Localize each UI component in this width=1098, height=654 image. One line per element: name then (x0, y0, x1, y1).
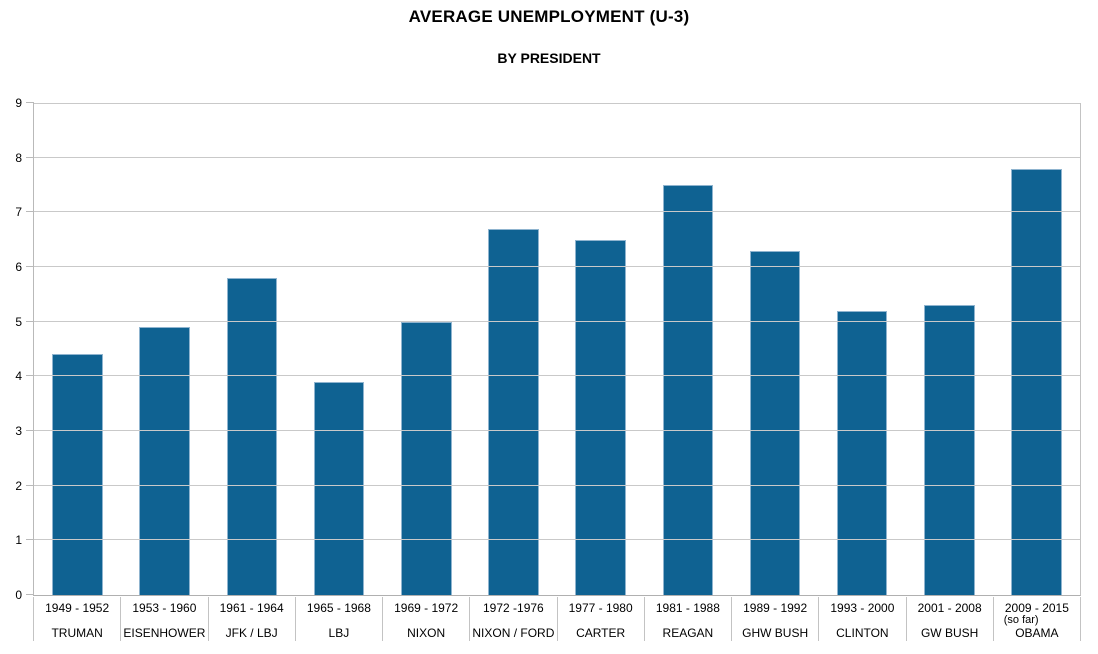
years-label: 1972 -1976 (483, 601, 544, 615)
chart-subtitle: BY PRESIDENT (497, 50, 601, 66)
y-axis-label: 8 (15, 150, 22, 165)
bar-obama (1011, 168, 1062, 595)
x-label-cell: 1961 - 1964 JFK / LBJ (207, 597, 295, 641)
years-label: 1981 - 1988 (655, 601, 720, 615)
chart-title: AVERAGE UNEMPLOYMENT (U-3) (408, 7, 690, 26)
bar-carter (575, 239, 626, 595)
x-label-cell: 1969 - 1972 NIXON (382, 597, 469, 641)
bars-container (34, 103, 1080, 595)
y-axis-label: 2 (15, 478, 22, 493)
bar-eisenhower (139, 327, 191, 595)
bar-cell (906, 103, 993, 595)
bar-cell (644, 103, 731, 595)
president-label: GHW BUSH (742, 626, 809, 640)
president-label: TRUMAN (51, 626, 103, 640)
x-label-cell: 1953 - 1960 EISENHOWER (120, 597, 207, 641)
x-label-cell: 1993 - 2000 CLINTON (818, 597, 905, 641)
president-label: CLINTON (836, 626, 889, 640)
years-label: 1949 - 1952 (45, 601, 110, 615)
so-far-note: (so far) (1003, 614, 1039, 626)
gridline (34, 320, 1080, 322)
bar-cell (731, 103, 818, 595)
president-label: NIXON (407, 626, 446, 640)
bar-cell (208, 103, 295, 595)
bar-clinton (836, 310, 888, 595)
x-label-cell: 1981 - 1988 REAGAN (643, 597, 731, 641)
president-label: OBAMA (1015, 626, 1059, 640)
y-axis-label: 7 (15, 205, 22, 220)
bar-cell (470, 103, 557, 595)
bar-ghw-bush (749, 250, 801, 595)
x-label-cell: 1949 - 1952 TRUMAN (33, 597, 120, 641)
gridline (34, 211, 1080, 213)
gridline (34, 156, 1080, 158)
bar-cell (296, 103, 383, 595)
years-label: 1993 - 2000 (830, 601, 895, 615)
years-label: 1953 - 1960 (132, 601, 197, 615)
years-label: 1969 - 1972 (394, 601, 459, 615)
gridline (34, 539, 1080, 541)
president-label: NIXON / FORD (472, 626, 555, 640)
gridline (34, 429, 1080, 431)
bar-gw-bush (924, 305, 975, 595)
gridline (34, 265, 1080, 267)
years-label: 1977 - 1980 (568, 601, 633, 615)
president-label: JFK / LBJ (225, 626, 278, 640)
x-label-cell: 1989 - 1992 GHW BUSH (731, 597, 818, 641)
bar-nixon (401, 321, 452, 595)
bar-cell (993, 103, 1080, 595)
president-label: GW BUSH (920, 626, 979, 640)
president-label: EISENHOWER (123, 626, 206, 640)
president-label: REAGAN (662, 626, 714, 640)
bar-cell (121, 103, 208, 595)
years-label: 2001 - 2008 (917, 601, 982, 615)
y-axis-label: 0 (15, 588, 22, 602)
years-label: 1965 - 1968 (306, 601, 371, 615)
bar-nixon-ford (488, 228, 539, 595)
x-label-cell: 1977 - 1980 CARTER (556, 597, 644, 641)
gridline (34, 484, 1080, 486)
x-label-cell: 2001 - 2008 GW BUSH (905, 597, 993, 641)
y-axis-tick (26, 156, 34, 158)
y-axis-tick (26, 594, 34, 595)
x-label-cell: 1965 - 1968 LBJ (294, 597, 382, 641)
bar-cell (34, 103, 121, 595)
years-label: 2009 - 2015 (1004, 601, 1069, 615)
bar-cell (383, 103, 470, 595)
y-axis-tick (26, 539, 34, 541)
y-axis-tick (26, 102, 34, 103)
y-axis-tick (26, 484, 34, 486)
bar-truman (52, 354, 103, 595)
x-label-cell: 2009 - 2015 (so far) OBAMA (992, 597, 1081, 641)
y-axis-tick (26, 211, 34, 213)
plot-area: 0 1 2 3 4 5 6 7 8 9 (15, 96, 1081, 602)
x-axis-label-band: 1949 - 1952 TRUMAN 1953 - 1960 EISENHOWER 19… (33, 597, 1081, 641)
bar-jfk-lbj (226, 277, 278, 595)
y-axis-tick (26, 375, 34, 377)
gridline (34, 375, 1080, 377)
bar-lbj (313, 381, 365, 595)
president-label: CARTER (576, 626, 626, 640)
y-axis-label: 6 (15, 259, 22, 274)
y-axis-tick (26, 429, 34, 431)
years-label: 1989 - 1992 (743, 601, 808, 615)
bar-cell (819, 103, 906, 595)
y-axis-tick (26, 265, 34, 267)
president-label: LBJ (328, 626, 350, 640)
y-axis-label: 5 (15, 314, 22, 329)
years-label: 1961 - 1964 (219, 601, 284, 615)
bar-cell (557, 103, 644, 595)
x-label-cell: 1972 -1976 NIXON / FORD (469, 597, 556, 641)
bar-reagan (662, 185, 714, 595)
y-axis-label: 1 (15, 533, 22, 548)
y-axis-tick (26, 320, 34, 322)
y-axis-label: 9 (15, 96, 22, 110)
gridline (34, 103, 1080, 104)
y-axis-label: 4 (15, 369, 22, 384)
y-axis-label: 3 (15, 423, 22, 438)
